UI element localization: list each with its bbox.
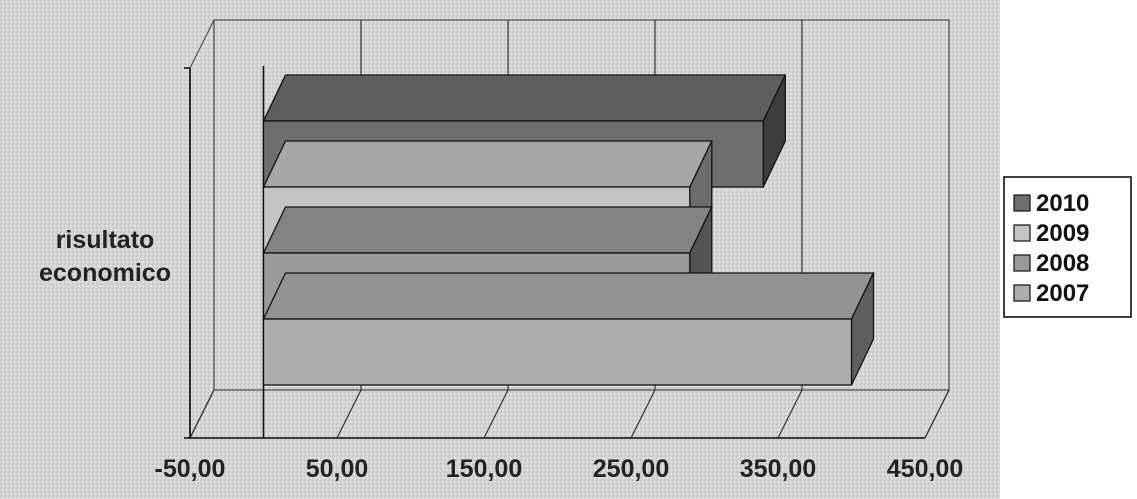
x-tick-label-1: 50,00: [306, 455, 369, 483]
side-wall: [189, 19, 215, 439]
legend-label-2009: 2009: [1036, 220, 1089, 247]
x-tick-label-3: 250,00: [593, 455, 669, 483]
legend-swatch-2009: [1013, 224, 1031, 242]
legend-swatch-2008: [1013, 254, 1031, 272]
legend-swatch-2010: [1013, 194, 1031, 212]
bar-top-2010: [262, 74, 787, 122]
category-label-line-1: economico: [39, 259, 171, 287]
floor-gridline-1: [336, 389, 362, 439]
floor-gridline-5: [924, 389, 950, 439]
x-tick-label-0: -50,00: [155, 455, 226, 483]
floor: [188, 389, 951, 439]
legend-label-2010: 2010: [1036, 190, 1089, 217]
bar-top-2007: [262, 272, 875, 320]
bar-2007: [262, 272, 875, 386]
floor-gridline-0: [189, 389, 215, 439]
category-label-line-0: risultato: [56, 226, 155, 254]
legend-label-2008: 2008: [1036, 250, 1089, 277]
legend-label-2007: 2007: [1036, 280, 1089, 307]
bar-top-2009: [262, 140, 713, 188]
bar-front-2007: [262, 318, 853, 386]
bar-top-2008: [262, 206, 713, 254]
x-tick-label-5: 450,00: [887, 455, 963, 483]
legend-swatch-2007: [1013, 284, 1031, 302]
floor-gridline-3: [630, 389, 656, 439]
floor-gridline-2: [483, 389, 509, 439]
x-tick-label-4: 350,00: [740, 455, 816, 483]
x-tick-label-2: 150,00: [446, 455, 522, 483]
floor-gridline-4: [777, 389, 803, 439]
